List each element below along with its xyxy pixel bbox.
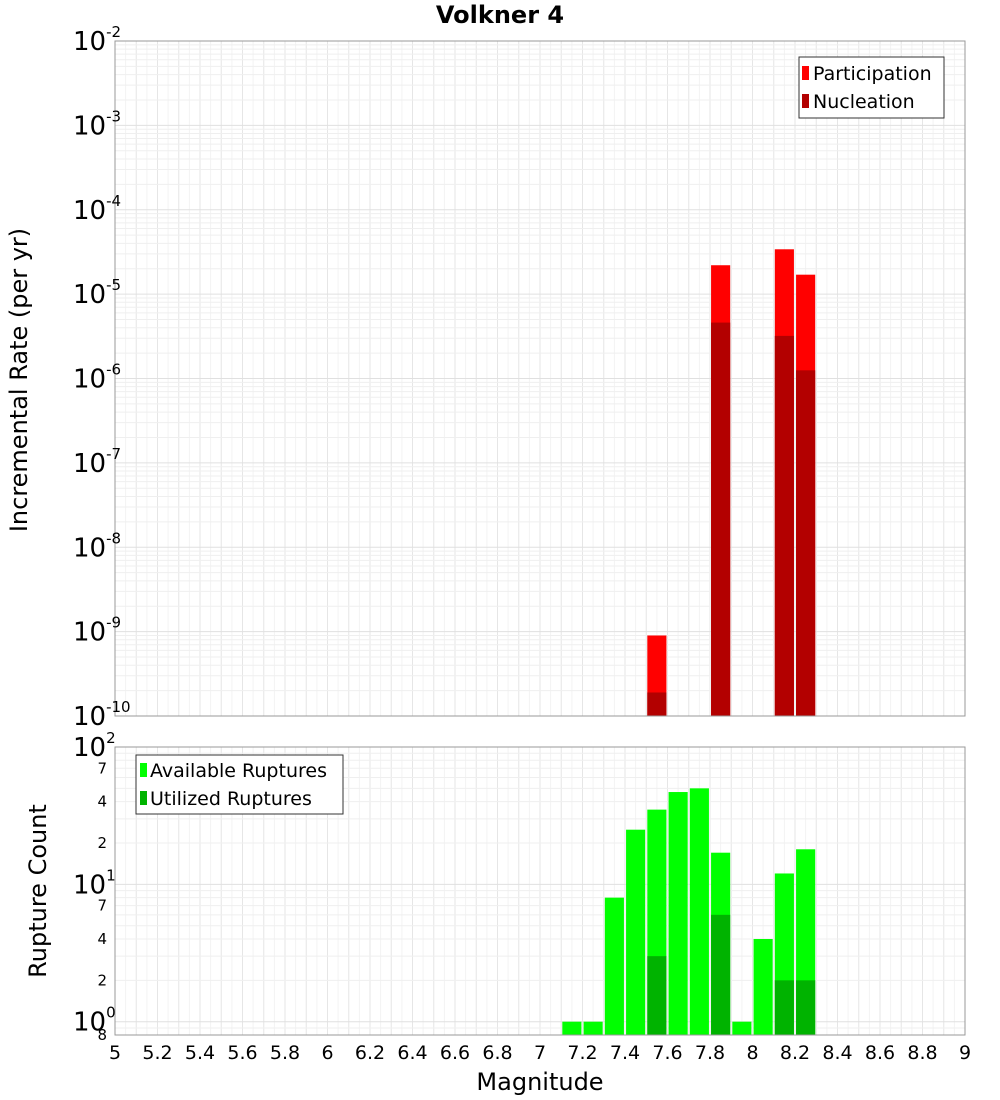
y-tick-label-major: 10-6 [73, 361, 121, 395]
legend-participation-label: Participation [813, 63, 932, 85]
x-tick-label: 5.4 [185, 1042, 215, 1064]
rate-bar-inner [711, 322, 731, 716]
x-tick-label: 8.8 [907, 1042, 937, 1064]
legend-utilized-label: Utilized Ruptures [150, 788, 312, 810]
count-bar-outer [689, 788, 709, 1035]
y-tick-label-minor: 7 [97, 897, 107, 915]
y-tick-label-minor: 8 [97, 1026, 107, 1044]
x-tick-label: 5 [109, 1042, 121, 1064]
y-tick-label-major: 10-9 [73, 614, 121, 648]
count-legend: Available Ruptures Utilized Ruptures [135, 754, 344, 815]
x-tick-label: 7.4 [610, 1042, 640, 1064]
y-tick-label-major: 101 [73, 866, 116, 900]
rate-bars [647, 249, 816, 716]
rate-legend: Participation Nucleation [798, 56, 945, 119]
x-tick-label: 7 [534, 1042, 546, 1064]
count-bar-outer [626, 829, 646, 1035]
y-tick-label-major: 10-10 [73, 698, 131, 732]
rate-plot-border [114, 40, 966, 717]
y-tick-label-major: 100 [73, 1004, 116, 1038]
x-tick-label: 8.2 [780, 1042, 810, 1064]
x-tick-label: 5.2 [142, 1042, 172, 1064]
rate-bar-inner [774, 335, 794, 716]
x-tick-label: 7.2 [567, 1042, 597, 1064]
x-tick-label: 9 [959, 1042, 971, 1064]
count-bar-outer [583, 1021, 603, 1035]
y-tick-label-minor: 2 [97, 834, 107, 852]
x-tick-label: 7.8 [695, 1042, 725, 1064]
y-tick-label-major: 10-3 [73, 107, 121, 141]
rate-panel: 10-10 10-9 10-8 10-7 10-6 10-5 10-4 10-3 10-2 In… [5, 23, 966, 732]
y-tick-label-major: 10-5 [73, 276, 121, 310]
legend-nucleation-swatch [802, 94, 809, 108]
x-tick-label: 7.6 [652, 1042, 682, 1064]
x-tick-label: 8.4 [822, 1042, 852, 1064]
y-tick-label-major: 10-7 [73, 445, 121, 479]
x-tick-label: 6.2 [355, 1042, 385, 1064]
y-tick-label-major: 10-2 [73, 23, 121, 57]
y-tick-label-major: 10-8 [73, 529, 121, 563]
x-tick-label: 6 [321, 1042, 333, 1064]
count-legend-box [135, 754, 344, 815]
x-tick-label: 6.4 [397, 1042, 427, 1064]
legend-participation-swatch [802, 66, 809, 80]
legend-available-label: Available Ruptures [150, 760, 327, 782]
rate-legend-box [798, 56, 945, 119]
x-tick-label: 5.6 [227, 1042, 257, 1064]
y-tick-label-minor: 7 [97, 759, 107, 777]
count-bar-inner [796, 980, 816, 1035]
rate-grid [114, 40, 966, 717]
x-tick-label: 5.8 [270, 1042, 300, 1064]
x-axis-ticks: 5 5.2 5.4 5.6 5.8 6 6.2 6.4 6.6 6.8 7 7.2 7.4 7.6 7.8 8… [109, 1042, 971, 1064]
count-bar-outer [604, 897, 624, 1035]
x-tick-label: 8 [746, 1042, 758, 1064]
rate-y-axis-label: Incremental Rate (per yr) [5, 228, 33, 532]
rate-bar-inner [647, 692, 667, 716]
count-plot-border [114, 746, 966, 1036]
count-bar-inner [774, 980, 794, 1035]
count-bar-outer [668, 792, 688, 1035]
x-tick-label: 6.6 [440, 1042, 470, 1064]
chart-title: Volkner 4 [436, 1, 564, 29]
y-tick-label-minor: 4 [97, 793, 107, 811]
count-bar-outer [732, 1021, 752, 1035]
rate-y-ticks: 10-10 10-9 10-8 10-7 10-6 10-5 10-4 10-3 10-2 [73, 23, 131, 732]
y-tick-label-minor: 2 [97, 971, 107, 989]
y-tick-label-major: 10-4 [73, 192, 121, 226]
legend-utilized-swatch [140, 791, 147, 805]
count-bar-inner [711, 914, 731, 1035]
legend-available-swatch [140, 763, 147, 777]
count-bar-inner [647, 956, 667, 1035]
x-tick-label: 6.8 [482, 1042, 512, 1064]
y-tick-label-major: 102 [73, 729, 116, 763]
count-y-axis-label: Rupture Count [24, 804, 52, 978]
count-bar-outer [562, 1021, 582, 1035]
count-bars [562, 788, 816, 1035]
y-tick-label-minor: 4 [97, 930, 107, 948]
rate-bar-inner [796, 370, 816, 716]
x-axis-label: Magnitude [476, 1068, 603, 1096]
x-tick-label: 8.6 [865, 1042, 895, 1064]
count-bar-outer [753, 939, 773, 1035]
legend-nucleation-label: Nucleation [813, 91, 915, 113]
